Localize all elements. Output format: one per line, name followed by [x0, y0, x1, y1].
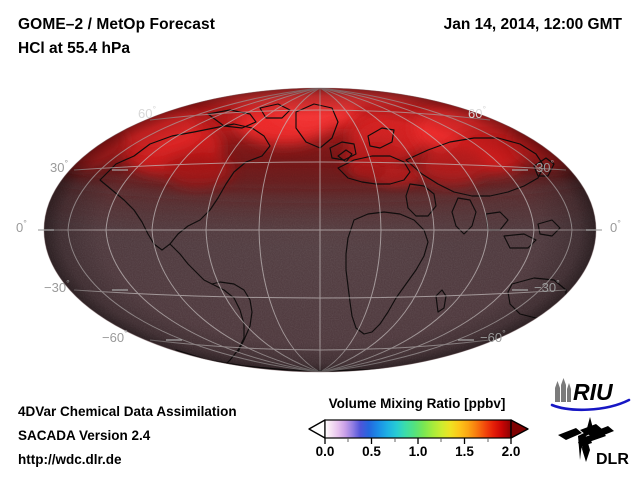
lat-label-30s-right: −30° [534, 278, 560, 295]
dlr-wordmark: DLR [596, 451, 629, 468]
lat-label-0-left: 0° [16, 218, 27, 235]
colorbar-right-arrow [510, 419, 529, 439]
limb-shading [44, 88, 596, 372]
globe-visualization: 60° 30° 0° −30° −60° 60° 30° 0° [16, 84, 621, 376]
lat-label-30s-left: −30° [44, 278, 70, 295]
colorbar-tick-3: 1.5 [455, 444, 474, 459]
footer-line-url[interactable]: http://wdc.dlr.de [18, 452, 122, 467]
lat-label-30n-right: 30° [536, 158, 555, 175]
riu-wordmark: RIU [573, 379, 614, 405]
footer-line-version: SACADA Version 2.4 [18, 428, 151, 443]
colorbar-bar [324, 419, 512, 439]
lat-label-60n-left: 60° [138, 104, 157, 121]
colorbar-tick-2: 1.0 [408, 444, 428, 459]
lat-label-60n-right: 60° [468, 104, 487, 121]
riu-swoosh-icon [550, 398, 631, 412]
colorbar-tick-labels: 0.0 0.5 1.0 1.5 2.0 [305, 444, 533, 464]
globe-svg [43, 87, 597, 373]
dlr-mark-icon [558, 417, 614, 462]
map-panel: 60° 30° 0° −30° −60° 60° 30° 0° [0, 78, 640, 388]
riu-tower-icon [555, 378, 571, 402]
lat-label-60s-right: −60° [480, 328, 506, 345]
lat-label-30n-left: 30° [50, 158, 69, 175]
colorbar-tick-0: 0.0 [315, 444, 335, 459]
globe-data-layer [44, 88, 596, 372]
timestamp-label: Jan 14, 2014, 12:00 GMT [443, 16, 622, 33]
colorbar-minor-ticks [347, 438, 489, 442]
colorbar-tick-1: 0.5 [362, 444, 381, 459]
page-title: GOME–2 / MetOp Forecast [18, 16, 215, 33]
lat-label-0-right: 0° [610, 218, 621, 235]
colorbar-ticks [324, 438, 512, 444]
colorbar-tick-4: 2.0 [501, 444, 521, 459]
colorbar: Volume Mixing Ratio [ppbv] [305, 396, 537, 472]
riu-logo: RIU [550, 378, 631, 412]
lat-label-60s-left: −60° [102, 328, 128, 345]
colorbar-gradient [308, 419, 529, 444]
footer-line-method: 4DVar Chemical Data Assimilation [18, 404, 237, 419]
page-subtitle: HCl at 55.4 hPa [18, 40, 130, 57]
colorbar-left-arrow [308, 419, 326, 439]
dlr-logo: DLR [558, 417, 629, 468]
colorbar-title: Volume Mixing Ratio [ppbv] [328, 396, 506, 411]
